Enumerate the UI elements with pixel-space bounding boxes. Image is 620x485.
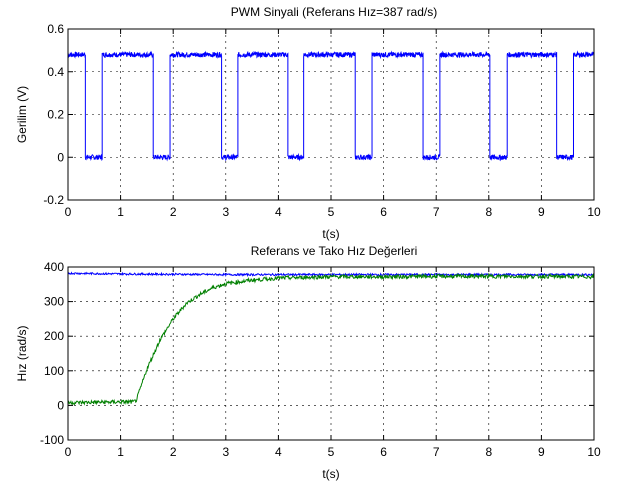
pwm-x-tick-label: 0 — [65, 205, 72, 219]
pwm-chart-title: PWM Sinyali (Referans Hız=387 rad/s) — [231, 5, 437, 19]
speed-grid — [68, 267, 594, 440]
pwm-x-tick-label: 7 — [433, 205, 440, 219]
speed-y-tick-label: 200 — [44, 329, 64, 343]
pwm-panel: PWM Sinyali (Referans Hız=387 rad/s) 0 1 2… — [15, 5, 601, 241]
pwm-x-tick-label: 8 — [485, 205, 492, 219]
pwm-x-axis-label: t(s) — [322, 227, 339, 241]
pwm-series-layer — [67, 50, 595, 162]
speed-y-tick-label: 300 — [44, 295, 64, 309]
pwm-y-tick-label: 0 — [57, 150, 64, 164]
pwm-x-tick-label: 5 — [328, 205, 335, 219]
speed-x-tick-label: 4 — [275, 445, 282, 459]
speed-y-tick-label: -100 — [40, 433, 64, 447]
pwm-x-tick-label: 9 — [538, 205, 545, 219]
pwm-x-tick-label: 4 — [275, 205, 282, 219]
speed-series-referans — [67, 271, 595, 278]
speed-x-tick-label: 2 — [170, 445, 177, 459]
speed-y-tick-label: 100 — [44, 364, 64, 378]
pwm-x-tick-label: 3 — [222, 205, 229, 219]
speed-chart-title: Referans ve Tako Hız Değerleri — [251, 244, 418, 258]
speed-x-tick-label: 3 — [222, 445, 229, 459]
pwm-x-tick-label: 2 — [170, 205, 177, 219]
speed-y-axis-label: Hız (rad/s) — [15, 325, 29, 381]
speed-series-layer — [67, 271, 595, 406]
pwm-y-tick-label: 0.6 — [47, 22, 64, 36]
pwm-ticks: 0 1 2 3 4 5 6 7 8 9 10-0.200.20.40.6 — [43, 22, 601, 219]
speed-panel: Referans ve Tako Hız Değerleri 0 1 2 3 4 5 6 7 8… — [15, 244, 601, 481]
speed-x-tick-label: 5 — [328, 445, 335, 459]
pwm-y-tick-label: -0.2 — [43, 193, 64, 207]
speed-y-tick-label: 400 — [44, 260, 64, 274]
pwm-x-tick-label: 6 — [380, 205, 387, 219]
speed-x-tick-label: 1 — [117, 445, 124, 459]
pwm-y-tick-label: 0.2 — [47, 108, 64, 122]
speed-x-axis-label: t(s) — [322, 467, 339, 481]
pwm-y-tick-label: 0.4 — [47, 65, 64, 79]
speed-x-tick-label: 10 — [587, 445, 601, 459]
pwm-y-axis-label: Gerilim (V) — [15, 86, 29, 143]
speed-x-tick-label: 9 — [538, 445, 545, 459]
pwm-x-tick-label: 10 — [587, 205, 601, 219]
pwm-series-pwm — [67, 50, 595, 162]
speed-x-tick-label: 8 — [485, 445, 492, 459]
pwm-x-tick-label: 1 — [117, 205, 124, 219]
speed-x-tick-label: 0 — [65, 445, 72, 459]
speed-x-tick-label: 6 — [380, 445, 387, 459]
speed-x-tick-label: 7 — [433, 445, 440, 459]
speed-y-tick-label: 0 — [57, 398, 64, 412]
speed-series-tako — [67, 272, 595, 406]
